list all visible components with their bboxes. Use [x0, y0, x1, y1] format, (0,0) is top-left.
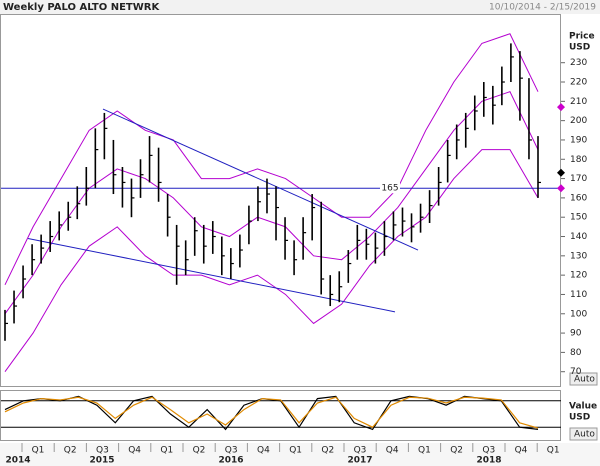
x-tick-label: Q3 [482, 446, 495, 456]
y-tick-label: 140 [570, 232, 587, 242]
y-tick-label: 130 [570, 251, 587, 261]
axis-marker [557, 168, 565, 177]
x-tick-label: Q2 [321, 446, 334, 456]
auto-button[interactable] [569, 372, 598, 386]
y-tick-label: 150 [570, 213, 587, 223]
trendline [102, 108, 419, 251]
date-range: 10/10/2014 - 2/15/2019 [489, 3, 596, 13]
x-tick-label: Q1 [32, 446, 45, 456]
lower-frame [0, 390, 561, 441]
y-tick-label: 70 [570, 367, 582, 377]
year-label: 2014 [5, 456, 30, 466]
stochastic-line [4, 396, 539, 429]
y-tick-label: 100 [570, 309, 587, 319]
auto-label[interactable]: Auto [574, 375, 595, 385]
y-tick-label: 160 [570, 193, 587, 203]
year-label: 2018 [476, 456, 501, 466]
axis-marker [557, 103, 565, 112]
y-tick-label: 80 [570, 348, 582, 358]
x-tick-label: Q4 [257, 446, 270, 456]
bollinger-band [4, 33, 539, 286]
auto-label[interactable]: Auto [574, 430, 595, 440]
y-tick-label: 120 [570, 271, 587, 281]
y-axis-label: Price [569, 32, 595, 42]
y-axis-unit: USD [569, 43, 590, 53]
y-tick-label: 230 [570, 58, 587, 68]
header-bar [0, 0, 600, 14]
axis-marker [557, 184, 565, 193]
x-tick-label: Q1 [289, 446, 302, 456]
lower-axis-unit: USD [569, 413, 590, 423]
auto-button[interactable] [569, 427, 598, 441]
bollinger-band [4, 149, 539, 373]
x-tick-label: Q4 [128, 446, 141, 456]
y-tick-label: 90 [570, 329, 582, 339]
y-tick-label: 220 [570, 78, 587, 88]
year-label: 2016 [218, 456, 243, 466]
y-tick-label: 200 [570, 116, 587, 126]
x-tick-label: Q4 [386, 446, 399, 456]
bollinger-band [4, 91, 539, 315]
hline-label: 165 [381, 184, 398, 194]
lower-axis-label: Value [569, 402, 597, 412]
x-tick-label: Q1 [547, 446, 560, 456]
trendline [27, 237, 396, 313]
year-label: 2017 [347, 456, 372, 466]
year-label: 2015 [89, 456, 114, 466]
x-tick-label: Q3 [354, 446, 367, 456]
x-tick-label: Q1 [160, 446, 173, 456]
hline-label-bg [380, 182, 400, 194]
x-tick-label: Q2 [64, 446, 77, 456]
x-tick-label: Q4 [515, 446, 528, 456]
y-tick-label: 210 [570, 97, 587, 107]
x-tick-label: Q3 [225, 446, 238, 456]
x-tick-label: Q2 [450, 446, 463, 456]
y-tick-label: 110 [570, 290, 587, 300]
x-tick-label: Q2 [193, 446, 206, 456]
plot-frame [0, 14, 561, 387]
y-tick-label: 190 [570, 135, 587, 145]
y-tick-label: 170 [570, 174, 587, 184]
chart-title: Weekly PALO ALTO NETWRK [3, 2, 160, 13]
x-tick-label: Q3 [96, 446, 109, 456]
x-axis-bar [0, 443, 600, 466]
x-tick-label: Q1 [418, 446, 431, 456]
y-tick-label: 180 [570, 155, 587, 165]
stochastic-line [4, 395, 539, 431]
